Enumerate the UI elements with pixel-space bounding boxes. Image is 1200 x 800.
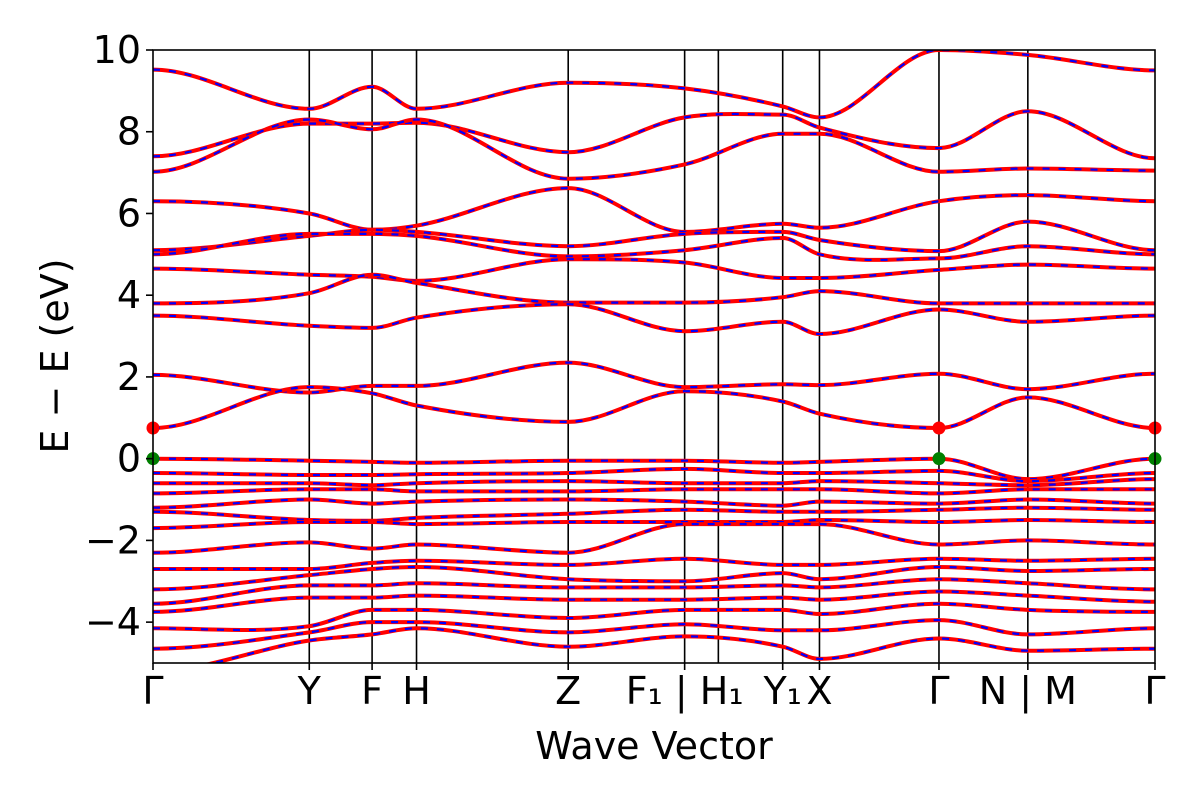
- y-axis: −4 −2 0 2 4 6 8 10: [85, 28, 153, 644]
- x-tick-label: Γ: [142, 669, 163, 713]
- y-tick-label: 6: [117, 191, 141, 235]
- x-tick-label: Γ: [928, 669, 949, 713]
- x-tick-label: Γ: [1144, 669, 1165, 713]
- y-axis-title: E − E₟ (eV): [33, 258, 77, 453]
- y-tick-label: 4: [117, 273, 141, 317]
- x-tick-label: X: [806, 669, 832, 713]
- x-axis-title: Wave Vector: [535, 724, 773, 768]
- y-tick-label: −2: [85, 518, 141, 562]
- x-tick-label: Z: [555, 669, 581, 713]
- y-tick-label: 10: [93, 28, 141, 72]
- y-tick-label: 0: [117, 437, 141, 481]
- x-axis: Γ Y F H Z F₁ | H₁ Y₁ X Γ N | M Γ: [142, 663, 1165, 714]
- x-tick-label: H: [402, 669, 431, 713]
- x-tick-label: F₁ | H₁: [626, 669, 744, 714]
- y-tick-label: −4: [85, 600, 141, 644]
- y-tick-label: 2: [117, 355, 141, 399]
- x-tick-label: Y₁: [762, 669, 801, 713]
- x-tick-label: N | M: [979, 669, 1077, 714]
- band-edge-marker: [932, 452, 945, 465]
- x-tick-label: Y: [297, 669, 322, 713]
- band-edge-marker: [932, 422, 945, 435]
- x-tick-label: F: [361, 669, 383, 713]
- y-tick-label: 8: [117, 110, 141, 154]
